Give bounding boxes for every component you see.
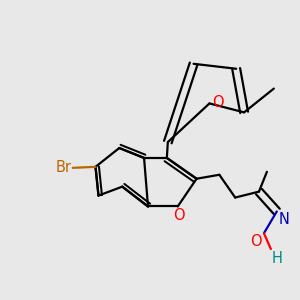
Text: Br: Br [56,160,72,175]
Text: O: O [250,234,262,249]
Text: N: N [279,212,290,227]
Text: O: O [173,208,184,224]
Text: H: H [272,251,283,266]
Text: O: O [212,95,224,110]
